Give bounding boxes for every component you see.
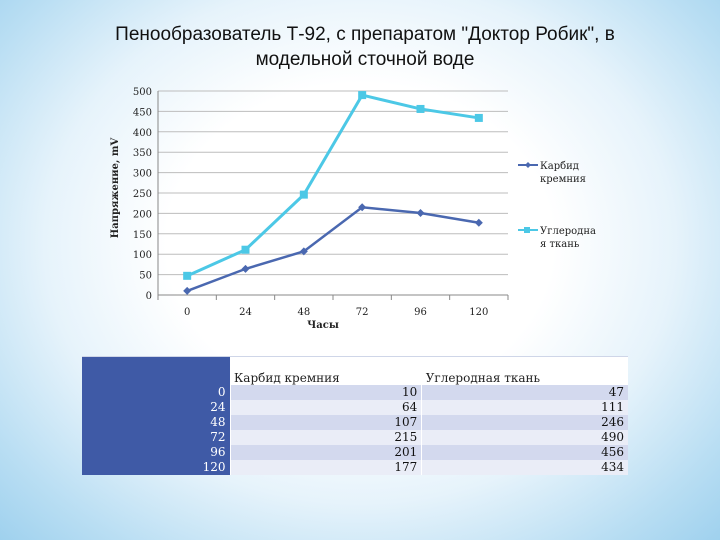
data-point [183, 286, 192, 295]
y-axis-label: Напряжение, mV [110, 138, 121, 239]
x-tick-label: 120 [469, 307, 488, 318]
x-tick-label: 0 [184, 307, 190, 318]
table-corner-cell [82, 356, 230, 385]
table-row-label: 72 [82, 430, 230, 445]
legend-label: я ткань [540, 239, 580, 250]
table-row: 48 107 246 [82, 415, 628, 430]
table-row: 120 177 434 [82, 460, 628, 475]
y-tick-label: 300 [133, 169, 152, 180]
series-line [186, 93, 480, 278]
table-cell-carbon-fabric: 434 [421, 460, 628, 475]
legend-label: Углеродна [540, 226, 596, 237]
table-cell-carbon-fabric: 246 [421, 415, 628, 430]
table-cell-silicon-carbide: 107 [229, 415, 422, 430]
x-tick-label: 24 [239, 307, 252, 318]
table-cell-carbon-fabric: 111 [421, 400, 628, 415]
table-cell-silicon-carbide: 201 [229, 445, 422, 460]
table-header-row: Карбид кремния Углеродная ткань [82, 356, 628, 385]
data-point [299, 247, 308, 256]
table-cell-silicon-carbide: 177 [229, 460, 422, 475]
table-cell-carbon-fabric: 456 [421, 445, 628, 460]
y-tick-label: 500 [133, 87, 152, 98]
x-tick-label: 48 [297, 307, 310, 318]
table-row-label: 24 [82, 400, 230, 415]
table-cell-carbon-fabric: 490 [421, 430, 628, 445]
table-row: 96 201 456 [82, 445, 628, 460]
legend-marker [524, 227, 530, 233]
table-header-carbon-fabric: Углеродная ткань [421, 356, 628, 385]
data-point [358, 203, 367, 212]
table-cell-carbon-fabric: 47 [421, 385, 628, 400]
y-tick-label: 400 [133, 128, 152, 139]
line-chart: 0 50 100 150 200 250 300 350 400 450 500 0 24 48 72 96 1… [110, 87, 596, 331]
y-tick-label: 100 [133, 250, 152, 261]
chart-title: Пенообразователь Т-92, с препаратом "Док… [40, 22, 690, 72]
data-point [474, 113, 483, 122]
data-point [241, 264, 250, 273]
data-point [241, 245, 250, 254]
table-cell-silicon-carbide: 64 [229, 400, 422, 415]
table-row-label: 0 [82, 385, 230, 400]
x-tick-label: 72 [356, 307, 369, 318]
table-cell-silicon-carbide: 10 [229, 385, 422, 400]
data-point [416, 208, 425, 217]
y-tick-label: 450 [133, 107, 152, 118]
data-point [416, 104, 425, 113]
data-point [358, 91, 367, 100]
y-tick-label: 350 [133, 148, 152, 159]
legend-label: Карбид [540, 161, 579, 172]
table-row-label: 96 [82, 445, 230, 460]
table-row: 72 215 490 [82, 430, 628, 445]
chart-title-line2: модельной сточной воде [255, 49, 475, 70]
table-row-label: 48 [82, 415, 230, 430]
legend-label: кремния [540, 174, 586, 185]
data-point [474, 218, 483, 227]
y-tick-label: 0 [146, 291, 152, 302]
y-tick-label: 200 [133, 209, 152, 220]
table-header-silicon-carbide: Карбид кремния [230, 356, 422, 385]
x-tick-label: 96 [414, 307, 427, 318]
y-tick-label: 150 [133, 230, 152, 241]
table-row: 24 64 111 [82, 400, 628, 415]
y-tick-label: 50 [139, 271, 152, 282]
legend-marker [525, 162, 531, 168]
x-axis-label: Часы [307, 320, 339, 331]
data-point [183, 271, 192, 280]
table-cell-silicon-carbide: 215 [229, 430, 422, 445]
data-table: Карбид кремния Углеродная ткань 0 10 47 24 6… [82, 356, 628, 475]
series-line [186, 205, 480, 293]
table-row: 0 10 47 [82, 385, 628, 400]
data-point [299, 190, 308, 199]
y-tick-label: 250 [133, 189, 152, 200]
table-row-label: 120 [82, 460, 230, 475]
chart-title-line1: Пенообразователь Т-92, с препаратом "Док… [115, 24, 615, 45]
